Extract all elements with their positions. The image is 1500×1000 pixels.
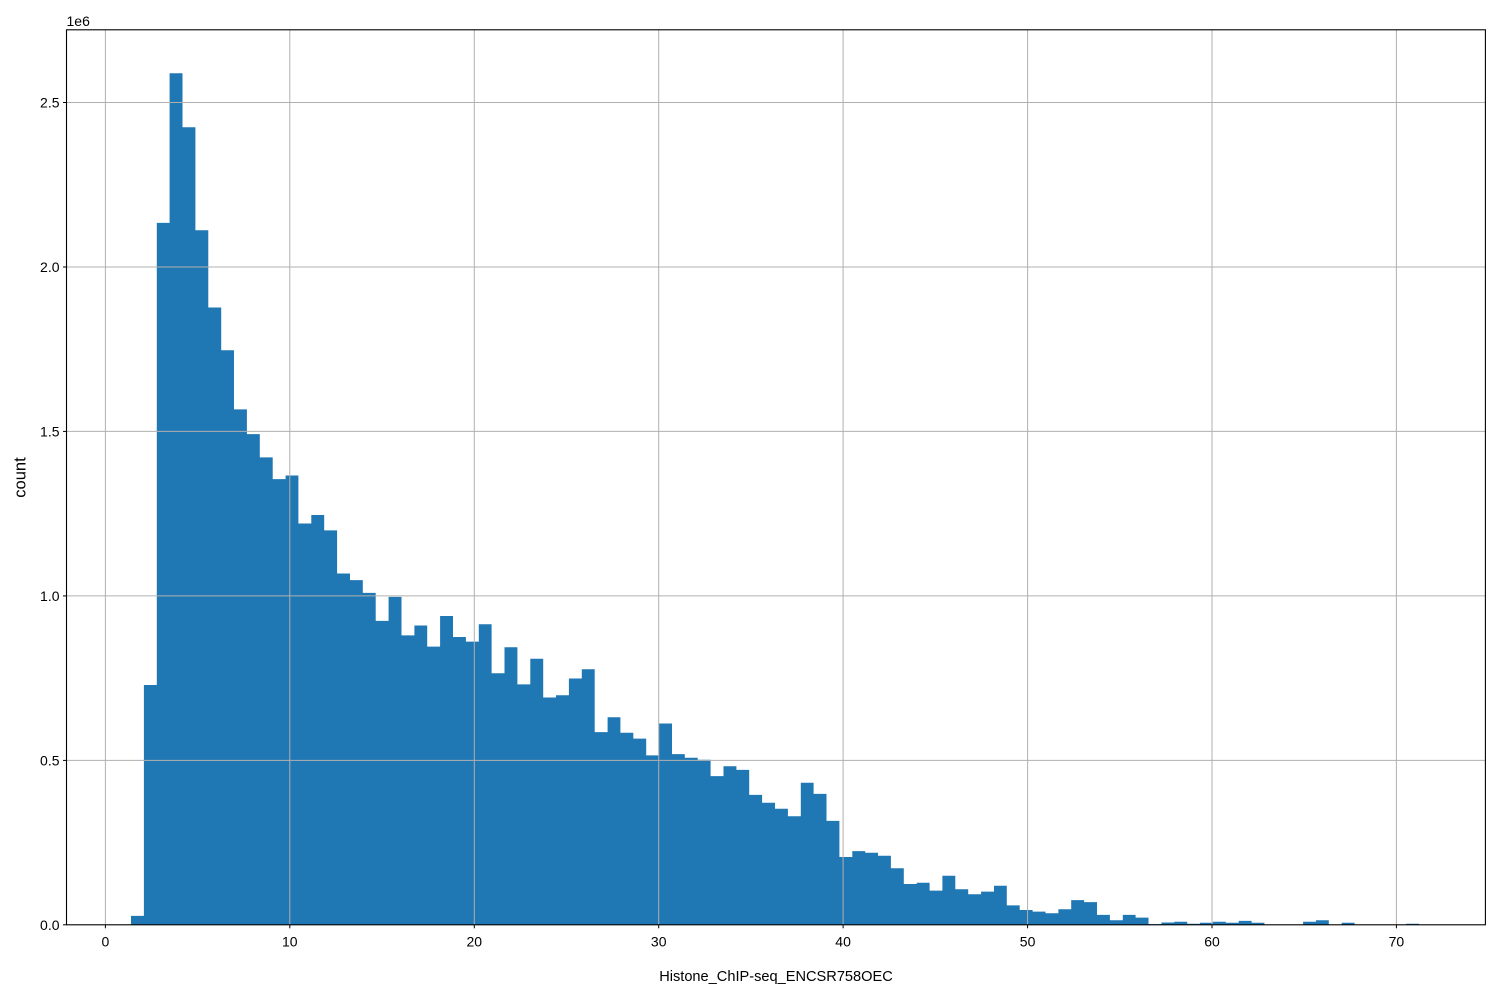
svg-text:30: 30 [651,934,667,950]
svg-text:70: 70 [1389,934,1405,950]
svg-text:1e6: 1e6 [67,13,91,29]
svg-text:0: 0 [102,934,110,950]
svg-text:10: 10 [282,934,298,950]
svg-text:count: count [12,457,30,498]
svg-text:1.5: 1.5 [40,423,60,439]
svg-text:1.0: 1.0 [40,588,60,604]
svg-text:0.5: 0.5 [40,752,60,768]
svg-text:2.5: 2.5 [40,95,60,111]
svg-text:50: 50 [1020,934,1036,950]
svg-text:Histone_ChIP-seq_ENCSR758OEC: Histone_ChIP-seq_ENCSR758OEC [659,969,893,985]
svg-text:40: 40 [835,934,851,950]
svg-text:20: 20 [467,934,483,950]
svg-text:2.0: 2.0 [40,259,60,275]
svg-text:0.0: 0.0 [40,917,60,933]
svg-text:60: 60 [1204,934,1220,950]
